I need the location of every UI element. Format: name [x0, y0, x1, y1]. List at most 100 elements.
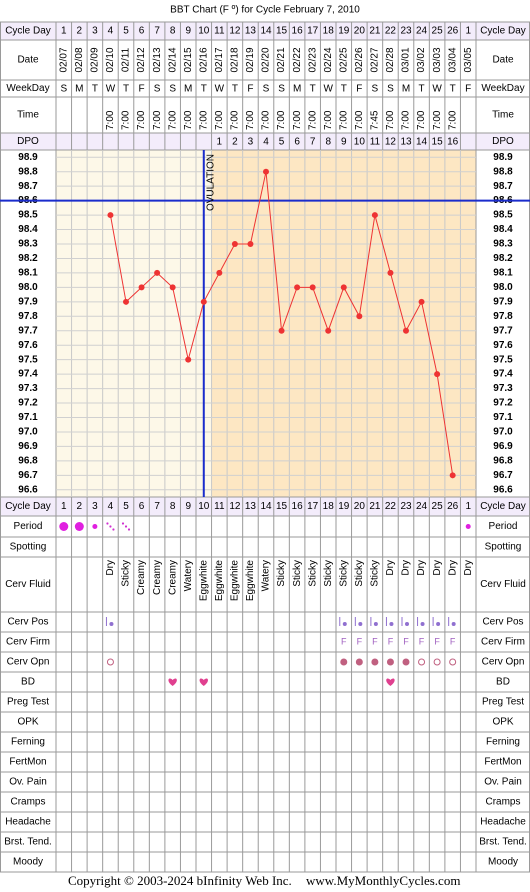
weekday: T [232, 84, 238, 95]
cycle-day: 26 [447, 501, 459, 512]
date: 02/18 [230, 47, 241, 72]
cerv-pos-mark [420, 622, 425, 626]
row-label: Date [492, 55, 514, 66]
cycle-day: 14 [260, 26, 272, 37]
website: www.MyMonthlyCycles.com [306, 873, 460, 888]
cycle-day: 22 [385, 501, 397, 512]
row-cells [55, 671, 477, 693]
y-tick-label: 97.0 [493, 427, 513, 438]
y-tick-label: 98.2 [493, 253, 513, 264]
weekday: S [278, 84, 285, 95]
chart-title: BBT Chart (F º) for Cycle February 7, 20… [170, 5, 360, 16]
y-tick-label: 98.2 [18, 253, 38, 264]
cycle-day: 18 [323, 501, 335, 512]
cerv-fluid: Eggwhite [214, 560, 225, 602]
y-tick-label: 97.3 [18, 383, 38, 394]
temperature-point [371, 212, 378, 219]
date: 03/05 [463, 47, 474, 72]
cerv-pos-mark [358, 622, 363, 626]
temperature-point [154, 269, 161, 276]
row-cells [55, 811, 477, 833]
cerv-pos-mark [109, 622, 114, 626]
cerv-opn-mark [402, 658, 410, 666]
cerv-firm: F [434, 636, 440, 646]
dpo: 14 [416, 137, 428, 148]
row-cells [55, 831, 477, 853]
row-label: Cramps [485, 797, 520, 808]
temperature-point [216, 269, 223, 276]
row-label: Preg Test [482, 697, 524, 708]
cycle-day: 20 [354, 26, 366, 37]
cerv-fluid: Creamy [167, 560, 178, 595]
dpo: 1 [217, 137, 223, 148]
time: 7:00 [261, 110, 272, 130]
cerv-fluid: Sticky [292, 560, 303, 587]
date: 02/11 [121, 47, 132, 72]
temperature-point [107, 212, 114, 219]
weekday: M [402, 84, 410, 95]
cycle-day: 24 [416, 26, 428, 37]
cerv-fluid: Sticky [307, 560, 318, 587]
cerv-pos-mark [373, 622, 378, 626]
date: 02/19 [245, 47, 256, 72]
temperature-point [123, 298, 129, 305]
cycle-day: 12 [229, 26, 241, 37]
cycle-day: 14 [260, 501, 272, 512]
dpo: 7 [310, 137, 316, 148]
cycle-day: 19 [338, 26, 350, 37]
time: 7:00 [323, 110, 334, 130]
time: 7:00 [416, 110, 427, 130]
temperature-point [309, 284, 316, 291]
date: 02/21 [276, 47, 287, 72]
cerv-firm: F [357, 636, 363, 646]
cerv-fluid: Eggwhite [198, 560, 209, 602]
cerv-opn-mark [340, 658, 348, 666]
weekday: S [372, 84, 379, 95]
y-tick-label: 98.8 [18, 166, 38, 177]
y-tick-label: 97.3 [493, 383, 513, 394]
cycle-day: 24 [416, 501, 428, 512]
row-cells [55, 651, 477, 673]
y-tick-label: 97.1 [18, 412, 38, 423]
row-cells [55, 132, 477, 151]
time: 7:00 [136, 110, 147, 130]
date: 02/12 [136, 47, 147, 72]
y-tick-label: 97.8 [493, 311, 513, 322]
y-tick-label: 97.8 [18, 311, 38, 322]
dpo: 5 [279, 137, 285, 148]
dpo: 2 [232, 137, 238, 148]
y-tick-label: 98.8 [493, 166, 513, 177]
cerv-fluid: Sticky [323, 560, 334, 587]
temperature-point [434, 371, 441, 378]
row-label: FertMon [9, 757, 46, 768]
y-tick-label: 97.0 [18, 427, 38, 438]
date: 02/13 [152, 47, 163, 72]
cerv-fluid: Dry [447, 560, 458, 576]
row-label: Cycle Day [480, 26, 526, 37]
cycle-day: 6 [139, 26, 145, 37]
cerv-opn-mark [433, 658, 441, 666]
weekday: S [154, 84, 161, 95]
temperature-point [418, 298, 425, 305]
date: 02/20 [261, 47, 272, 72]
temp-label-col [475, 149, 530, 498]
date: 02/28 [385, 47, 396, 72]
row-label-cell [0, 96, 57, 134]
temperature-point [169, 284, 176, 291]
cerv-fluid: Dry [432, 560, 443, 576]
cerv-firm: F [450, 636, 456, 646]
cycle-day: 8 [170, 26, 176, 37]
dpo: 11 [370, 137, 381, 148]
dpo: 15 [432, 137, 444, 148]
cerv-firm: F [372, 636, 378, 646]
time: 7:00 [198, 110, 209, 130]
y-tick-label: 98.9 [493, 152, 513, 163]
weekday: F [356, 84, 362, 95]
cerv-fluid: Watery [261, 560, 272, 591]
cerv-opn-mark [386, 658, 394, 666]
weekday: W [323, 84, 333, 95]
cerv-fluid: Dry [416, 560, 427, 576]
bd-heart [386, 678, 395, 686]
dpo: 6 [294, 137, 300, 148]
date: 03/01 [401, 47, 412, 72]
